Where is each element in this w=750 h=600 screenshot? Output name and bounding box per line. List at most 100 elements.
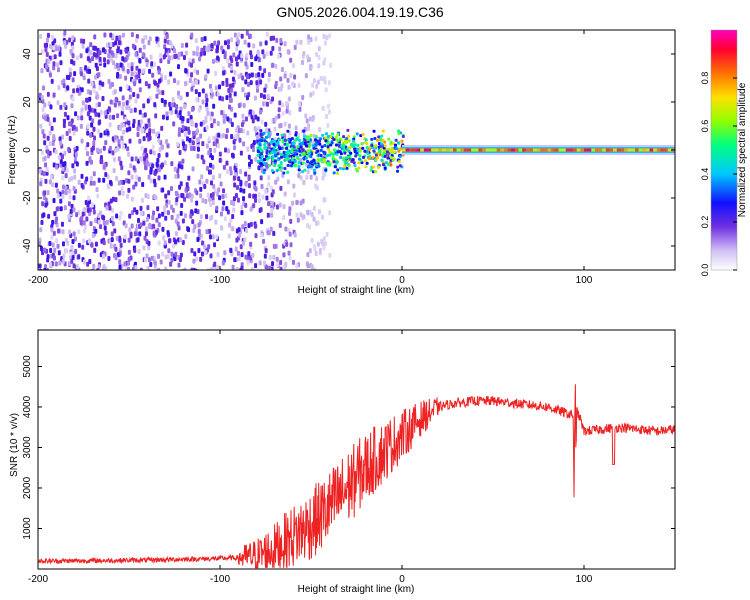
spectrogram-cell <box>186 182 189 187</box>
spectrogram-cell <box>235 46 238 51</box>
spectrogram-cell <box>93 34 96 39</box>
spectrogram-cell <box>279 38 282 43</box>
spectrogram-cell <box>154 113 157 118</box>
spectrogram-cell <box>231 83 234 88</box>
spectrogram-cell <box>73 175 76 180</box>
spectrogram-cell <box>145 124 148 129</box>
spectrogram-cell <box>274 151 277 154</box>
spectrogram-cell <box>375 154 378 157</box>
spectrogram-cell <box>250 222 253 227</box>
spectrogram-cell <box>173 48 176 53</box>
spectrogram-cell <box>259 66 262 71</box>
spectrogram-cell <box>115 214 118 219</box>
spectrogram-cell <box>187 176 190 181</box>
spectrogram-cell <box>68 38 71 43</box>
spectrogram-cell <box>181 159 184 164</box>
spectrogram-cell <box>50 175 53 180</box>
spectrogram-cell <box>362 133 365 136</box>
spectrogram-cell <box>98 85 101 90</box>
spectrogram-cell <box>149 149 152 154</box>
spectrogram-cell <box>321 145 324 148</box>
spectrogram-cell <box>151 215 154 220</box>
spectrogram-cell <box>128 214 131 219</box>
spectrogram-cell <box>309 66 312 71</box>
spectrogram-cell <box>85 48 88 53</box>
spectrogram-cell <box>168 238 171 243</box>
spectrogram-cell <box>170 161 173 166</box>
spectrogram-cell <box>356 170 359 173</box>
spectrogram-cell <box>379 150 382 153</box>
spectrogram-cell <box>40 246 43 251</box>
spectrogram-cell <box>278 47 281 52</box>
spectrogram-cell <box>325 114 328 119</box>
spectrogram-cell <box>49 130 52 135</box>
spectrogram-cell <box>343 152 346 155</box>
spectrogram-cell <box>165 152 168 157</box>
spectrogram-cell <box>213 118 216 123</box>
spectrogram-cell <box>235 128 238 133</box>
spectrogram-cell <box>183 55 186 60</box>
spectrogram-cell <box>172 121 175 126</box>
spectrogram-cell <box>77 229 80 234</box>
spectrogram-cell <box>121 106 124 111</box>
spectrogram-cell <box>230 66 233 71</box>
spectrogram-cell <box>269 255 272 260</box>
carrier-line-segment <box>449 149 453 152</box>
spectrogram-cell <box>240 128 243 133</box>
spectrogram-cell <box>179 150 182 155</box>
spectrogram-cell <box>274 180 277 185</box>
spectrogram-cell <box>178 132 181 137</box>
spectrogram-cell <box>125 49 128 54</box>
spectrogram-cell <box>149 136 152 141</box>
spectrogram-cell <box>263 147 266 150</box>
spectrogram-cell <box>134 108 137 113</box>
spectrogram-cell <box>224 216 227 221</box>
spectrogram-cell <box>326 123 329 128</box>
spectrogram-cell <box>287 164 290 167</box>
spectrogram-cell <box>266 32 269 37</box>
spectrogram-cell <box>292 142 295 145</box>
spectrogram-cell <box>198 229 201 234</box>
spectrogram-cell <box>61 175 64 180</box>
spectrogram-cell <box>151 256 154 261</box>
spectrogram-cell <box>261 49 264 54</box>
spectrogram-cell <box>260 93 263 98</box>
spectrogram-cell <box>370 138 373 141</box>
spectrogram-cell <box>132 92 135 97</box>
spectrogram-cell <box>98 119 101 124</box>
spectrogram-cell <box>313 244 316 249</box>
spectrogram-cell <box>295 200 298 205</box>
spectrogram-cell <box>190 63 193 68</box>
spectrogram-cell <box>174 252 177 257</box>
y-tick-label: 2000 <box>22 476 33 499</box>
spectrogram-cell <box>205 93 208 98</box>
spectrogram-cell <box>237 54 240 59</box>
spectrogram-cell <box>318 127 321 132</box>
spectrogram-cell <box>109 146 112 151</box>
spectrogram-cell <box>81 183 84 188</box>
spectrogram-cell <box>382 129 385 132</box>
spectrogram-cell <box>210 180 213 185</box>
spectrogram-cell <box>141 39 144 44</box>
spectrogram-cell <box>191 219 194 224</box>
spectrogram-cell <box>107 131 110 136</box>
spectrogram-cell <box>146 217 149 222</box>
spectrogram-cell <box>284 74 287 79</box>
spectrogram-cell <box>394 144 397 147</box>
spectrogram-cell <box>399 147 402 150</box>
carrier-line-segment <box>468 149 472 152</box>
spectrogram-cell <box>307 126 310 131</box>
spectrogram-cell <box>95 242 98 247</box>
spectrogram-cell <box>258 57 261 62</box>
spectrogram-cell <box>297 218 300 223</box>
spectrogram-cell <box>173 54 176 59</box>
spectrogram-cell <box>301 60 304 65</box>
spectrogram-cell <box>361 147 364 150</box>
spectrogram-cell <box>395 147 398 150</box>
spectrogram-cell <box>321 106 324 111</box>
spectrogram-cell <box>175 197 178 202</box>
carrier-line-segment <box>424 149 428 152</box>
carrier-line-segment <box>533 149 537 152</box>
spectrogram-cell <box>181 43 184 48</box>
spectrogram-cell <box>85 217 88 222</box>
